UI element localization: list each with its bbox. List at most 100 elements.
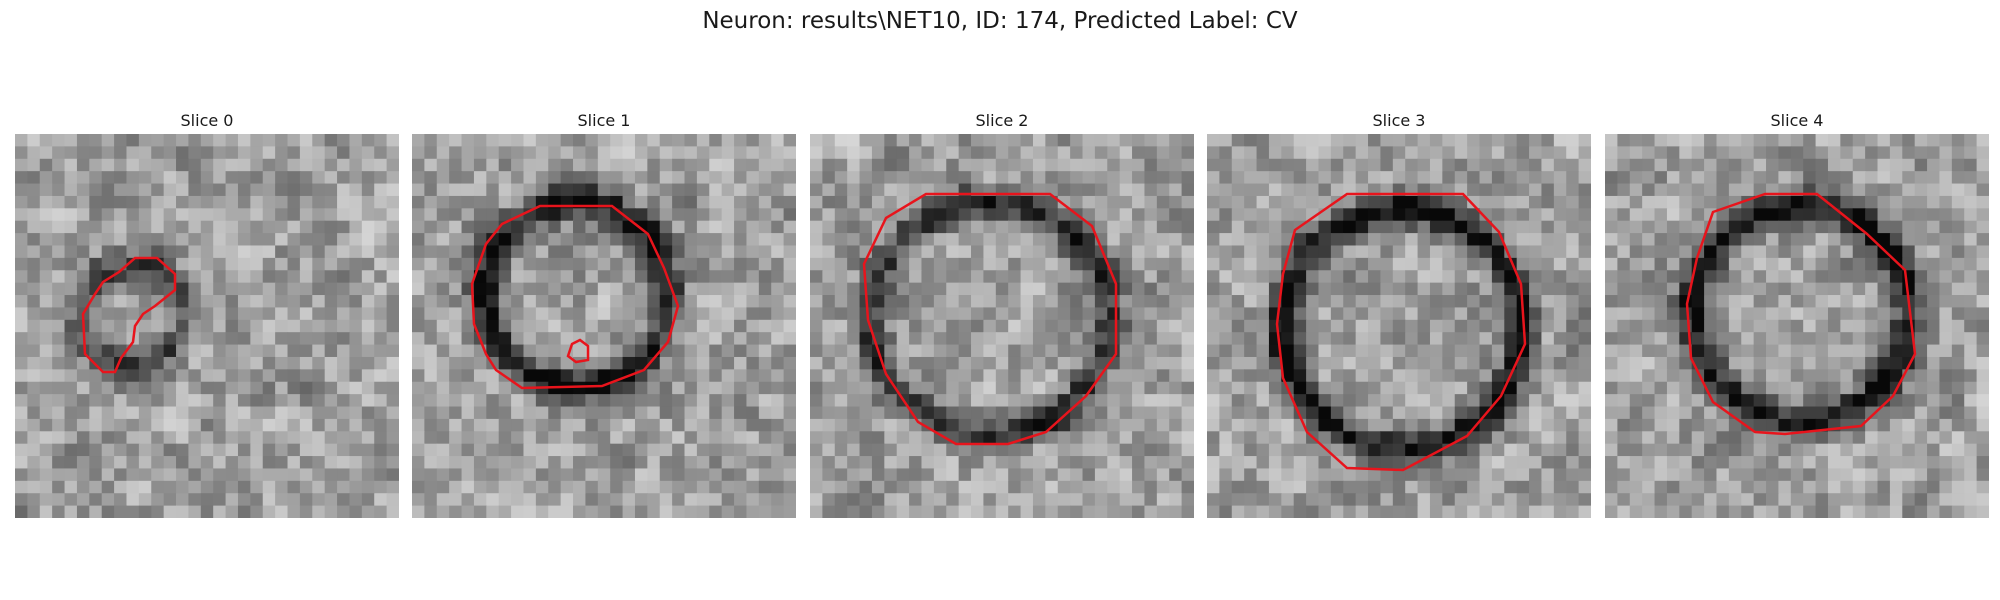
pixel-cell	[1256, 257, 1270, 271]
pixel-cell	[1516, 468, 1530, 482]
pixel-cell	[1753, 394, 1767, 408]
pixel-cell	[114, 468, 128, 482]
pixel-cell	[176, 233, 190, 247]
pixel-cell	[1107, 282, 1121, 296]
pixel-cell	[1306, 406, 1320, 420]
pixel-cell	[1865, 344, 1879, 358]
pixel-cell	[921, 146, 935, 160]
pixel-cell	[324, 146, 338, 160]
pixel-cell	[1442, 456, 1456, 470]
pixel-cell	[151, 344, 165, 358]
pixel-cell	[1392, 195, 1406, 209]
pixel-cell	[1716, 431, 1730, 445]
pixel-cell	[250, 233, 264, 247]
pixel-cell	[1330, 208, 1344, 222]
pixel-cell	[1032, 307, 1046, 321]
pixel-cell	[1654, 418, 1668, 432]
pixel-cell	[52, 332, 66, 346]
pixel-cell	[39, 505, 53, 518]
pixel-cell	[1244, 505, 1258, 518]
pixel-cell	[933, 381, 947, 395]
pixel-cell	[1815, 208, 1829, 222]
pixel-cell	[449, 394, 463, 408]
pixel-cell	[771, 270, 785, 284]
pixel-cell	[1479, 220, 1493, 234]
pixel-cell	[1107, 431, 1121, 445]
pixel-cell	[1219, 394, 1233, 408]
pixel-cell	[1368, 381, 1382, 395]
pixel-cell	[486, 158, 500, 172]
pixel-cell	[1330, 171, 1344, 185]
pixel-cell	[610, 183, 624, 197]
pixel-cell	[946, 158, 960, 172]
pixel-cell	[250, 307, 264, 321]
pixel-cell	[684, 369, 698, 383]
pixel-cell	[1753, 406, 1767, 420]
pixel-cell	[386, 493, 399, 507]
pixel-cell	[324, 381, 338, 395]
pixel-cell	[1479, 295, 1493, 309]
pixel-cell	[548, 319, 562, 333]
pixel-cell	[473, 295, 487, 309]
pixel-cell	[188, 245, 202, 259]
pixel-cell	[1454, 443, 1468, 457]
pixel-cell	[909, 257, 923, 271]
pixel-cell	[461, 319, 475, 333]
pixel-cell	[721, 431, 735, 445]
pixel-cell	[1605, 233, 1618, 247]
pixel-cell	[1976, 282, 1989, 296]
pixel-cell	[138, 505, 152, 518]
pixel-cell	[225, 406, 239, 420]
pixel-cell	[783, 418, 796, 432]
pixel-cell	[647, 307, 661, 321]
pixel-cell	[1306, 146, 1320, 160]
pixel-cell	[1256, 233, 1270, 247]
pixel-cell	[386, 220, 399, 234]
pixel-cell	[461, 456, 475, 470]
pixel-cell	[1070, 171, 1084, 185]
pixel-cell	[1008, 307, 1022, 321]
pixel-cell	[1293, 257, 1307, 271]
pixel-cell	[461, 146, 475, 160]
pixel-cell	[498, 257, 512, 271]
pixel-cell	[275, 493, 289, 507]
pixel-cell	[1617, 381, 1631, 395]
pixel-cell	[783, 332, 796, 346]
pixel-cell	[659, 456, 673, 470]
pixel-cell	[200, 208, 214, 222]
pixel-cell	[461, 468, 475, 482]
pixel-cell	[1939, 208, 1953, 222]
pixel-cell	[1865, 480, 1879, 494]
pixel-cell	[1642, 381, 1656, 395]
pixel-cell	[946, 195, 960, 209]
pixel-cell	[27, 195, 41, 209]
pixel-cell	[1976, 195, 1989, 209]
pixel-cell	[1132, 443, 1146, 457]
pixel-cell	[721, 195, 735, 209]
pixel-cell	[1281, 505, 1295, 518]
pixel-cell	[1877, 394, 1891, 408]
pixel-cell	[1132, 369, 1146, 383]
pixel-cell	[971, 344, 985, 358]
pixel-cell	[1939, 406, 1953, 420]
pixel-cell	[1293, 443, 1307, 457]
pixel-cell	[176, 381, 190, 395]
pixel-cell	[1244, 369, 1258, 383]
pixel-cell	[1790, 257, 1804, 271]
pixel-cell	[1951, 233, 1965, 247]
pixel-cell	[287, 369, 301, 383]
pixel-cell	[1815, 233, 1829, 247]
pixel-cell	[1429, 431, 1443, 445]
pixel-cell	[548, 406, 562, 420]
pixel-cell	[412, 282, 425, 296]
pixel-cell	[151, 418, 165, 432]
pixel-cell	[1728, 431, 1742, 445]
pixel-cell	[1032, 344, 1046, 358]
pixel-cell	[659, 431, 673, 445]
pixel-cell	[709, 431, 723, 445]
pixel-cell	[1778, 171, 1792, 185]
pixel-cell	[958, 171, 972, 185]
pixel-cell	[1442, 480, 1456, 494]
pixel-cell	[933, 171, 947, 185]
pixel-cell	[585, 282, 599, 296]
